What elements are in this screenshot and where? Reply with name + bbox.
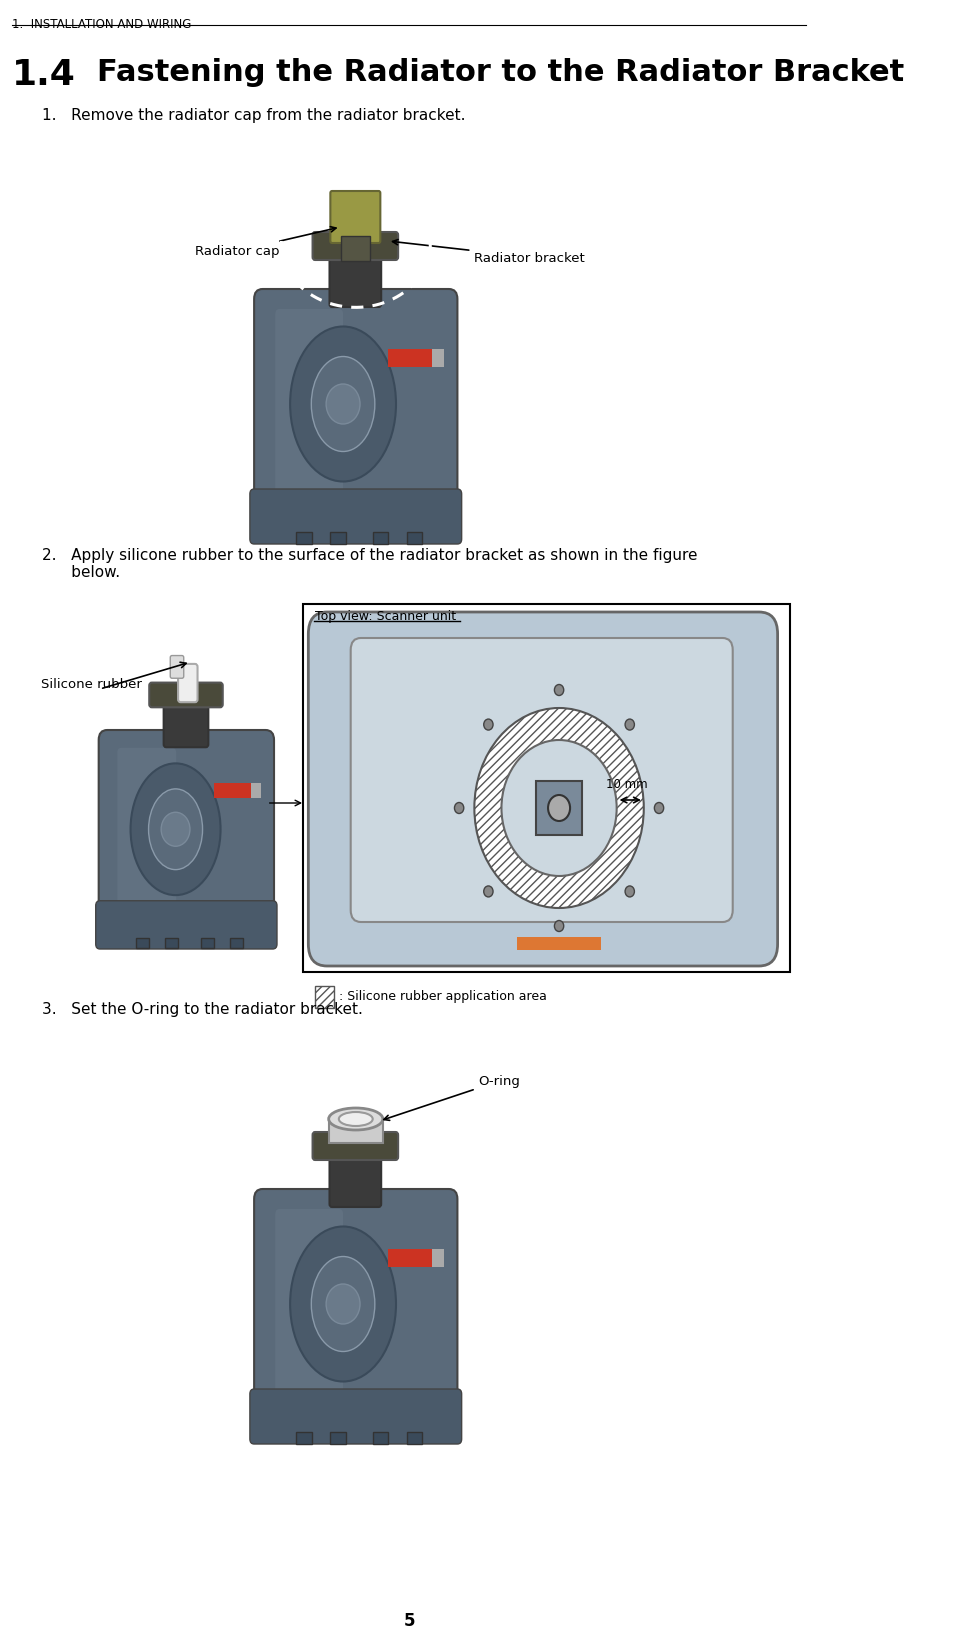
Ellipse shape bbox=[290, 1226, 396, 1382]
Bar bbox=[297, 533, 312, 544]
Bar bbox=[373, 533, 388, 544]
Ellipse shape bbox=[311, 1257, 375, 1352]
Bar bbox=[388, 1249, 432, 1267]
Bar bbox=[330, 533, 346, 544]
FancyBboxPatch shape bbox=[275, 310, 343, 495]
FancyBboxPatch shape bbox=[329, 1146, 382, 1208]
Bar bbox=[201, 939, 213, 949]
Bar bbox=[165, 939, 178, 949]
Bar bbox=[407, 533, 422, 544]
Text: 10 mm: 10 mm bbox=[606, 777, 647, 790]
Ellipse shape bbox=[311, 357, 375, 452]
Bar bbox=[388, 349, 432, 367]
Ellipse shape bbox=[339, 1113, 373, 1126]
Bar bbox=[517, 938, 602, 951]
FancyBboxPatch shape bbox=[178, 664, 197, 703]
Bar bbox=[373, 1432, 388, 1444]
Text: 5: 5 bbox=[404, 1611, 414, 1629]
Circle shape bbox=[327, 1285, 360, 1324]
Text: Top view: Scanner unit: Top view: Scanner unit bbox=[315, 610, 456, 623]
FancyBboxPatch shape bbox=[330, 192, 381, 244]
FancyBboxPatch shape bbox=[275, 1210, 343, 1395]
Text: Fastening the Radiator to the Radiator Bracket: Fastening the Radiator to the Radiator B… bbox=[98, 57, 905, 87]
Bar bbox=[297, 1432, 312, 1444]
Text: O-ring: O-ring bbox=[384, 1075, 521, 1121]
Circle shape bbox=[625, 720, 635, 731]
Circle shape bbox=[454, 803, 464, 815]
Circle shape bbox=[484, 887, 493, 898]
FancyBboxPatch shape bbox=[163, 695, 209, 747]
Circle shape bbox=[554, 921, 564, 933]
FancyBboxPatch shape bbox=[96, 901, 277, 949]
Bar bbox=[303, 605, 790, 972]
Text: 2.   Apply silicone rubber to the surface of the radiator bracket as shown in th: 2. Apply silicone rubber to the surface … bbox=[43, 547, 697, 580]
FancyBboxPatch shape bbox=[308, 613, 778, 967]
Bar bbox=[330, 1432, 346, 1444]
FancyBboxPatch shape bbox=[313, 1133, 398, 1160]
Bar bbox=[251, 783, 261, 798]
Circle shape bbox=[625, 887, 635, 898]
Text: 1.   Remove the radiator cap from the radiator bracket.: 1. Remove the radiator cap from the radi… bbox=[43, 108, 466, 123]
Bar bbox=[432, 349, 443, 367]
Bar bbox=[315, 987, 333, 1008]
Bar bbox=[432, 1249, 443, 1267]
Text: : Silicone rubber application area: : Silicone rubber application area bbox=[339, 990, 547, 1003]
Bar bbox=[230, 939, 242, 949]
FancyBboxPatch shape bbox=[117, 749, 176, 906]
Bar bbox=[213, 783, 251, 798]
FancyBboxPatch shape bbox=[254, 290, 458, 510]
Text: Radiator cap: Radiator cap bbox=[195, 228, 336, 259]
Ellipse shape bbox=[130, 764, 220, 895]
FancyBboxPatch shape bbox=[254, 1190, 458, 1410]
FancyBboxPatch shape bbox=[313, 233, 398, 261]
Ellipse shape bbox=[328, 1108, 383, 1131]
Circle shape bbox=[554, 685, 564, 697]
FancyBboxPatch shape bbox=[170, 656, 184, 679]
Circle shape bbox=[501, 741, 616, 877]
Circle shape bbox=[654, 803, 664, 815]
Circle shape bbox=[484, 720, 493, 731]
Bar bbox=[341, 238, 370, 262]
FancyBboxPatch shape bbox=[351, 639, 733, 923]
Text: 1.4: 1.4 bbox=[12, 57, 75, 92]
Circle shape bbox=[327, 385, 360, 425]
Circle shape bbox=[161, 813, 190, 847]
Bar bbox=[136, 939, 149, 949]
Circle shape bbox=[548, 795, 570, 821]
Text: Radiator bracket: Radiator bracket bbox=[392, 241, 585, 264]
Ellipse shape bbox=[149, 790, 203, 870]
Bar bbox=[536, 782, 582, 836]
Bar bbox=[407, 1432, 422, 1444]
Bar bbox=[328, 1118, 383, 1144]
Text: 1.  INSTALLATION AND WIRING: 1. INSTALLATION AND WIRING bbox=[12, 18, 191, 31]
FancyBboxPatch shape bbox=[99, 731, 274, 921]
FancyBboxPatch shape bbox=[250, 490, 462, 544]
FancyBboxPatch shape bbox=[150, 683, 223, 708]
FancyBboxPatch shape bbox=[250, 1390, 462, 1444]
Text: 3.   Set the O-ring to the radiator bracket.: 3. Set the O-ring to the radiator bracke… bbox=[43, 1001, 363, 1016]
FancyBboxPatch shape bbox=[329, 247, 382, 308]
Ellipse shape bbox=[290, 328, 396, 482]
Circle shape bbox=[474, 708, 643, 908]
Text: Silicone rubber: Silicone rubber bbox=[41, 677, 142, 690]
